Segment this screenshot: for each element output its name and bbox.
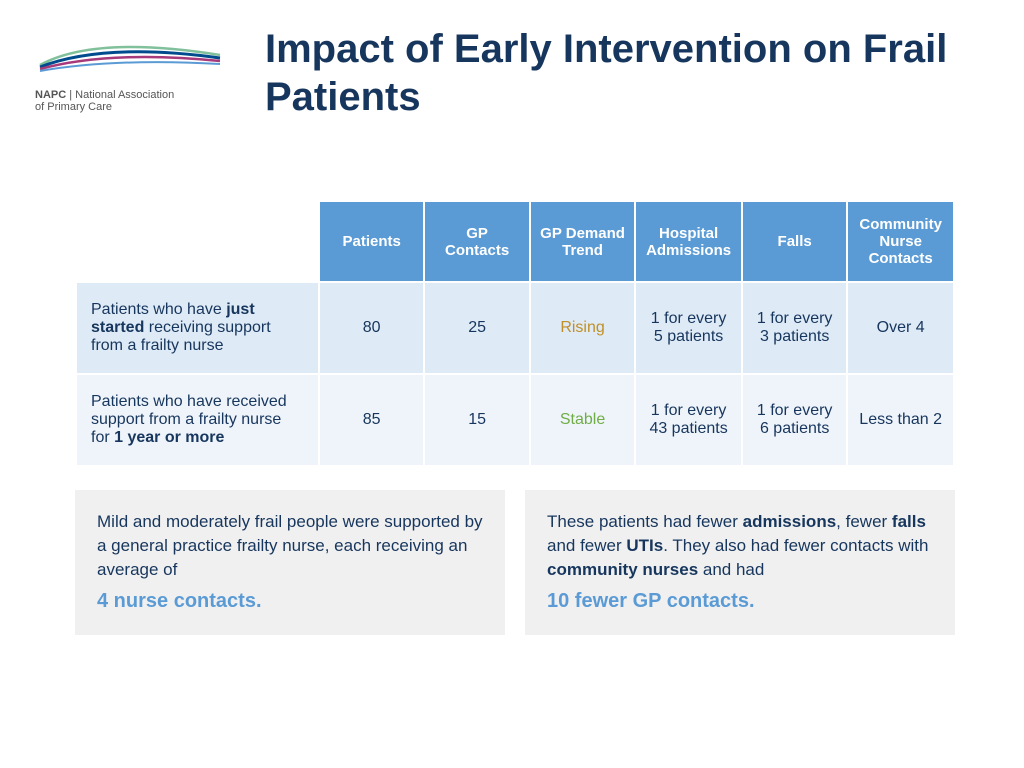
cell-community: Over 4 bbox=[848, 283, 953, 373]
comparison-table: Patients GP Contacts GP Demand Trend Hos… bbox=[75, 200, 955, 467]
table-row: Patients who have received support from … bbox=[77, 375, 953, 465]
callout-box: These patients had fewer admissions, few… bbox=[525, 490, 955, 635]
col-patients: Patients bbox=[320, 202, 423, 281]
row-label: Patients who have received support from … bbox=[77, 375, 318, 465]
cell-patients: 85 bbox=[320, 375, 423, 465]
col-falls: Falls bbox=[743, 202, 846, 281]
callout-body: Mild and moderately frail people were su… bbox=[97, 510, 483, 581]
col-gp-contacts: GP Contacts bbox=[425, 202, 529, 281]
cell-patients: 80 bbox=[320, 283, 423, 373]
callout-body: These patients had fewer admissions, few… bbox=[547, 510, 933, 581]
cell-falls: 1 for every 6 patients bbox=[743, 375, 846, 465]
cell-trend: Stable bbox=[531, 375, 634, 465]
logo-swoosh-icon bbox=[35, 30, 225, 80]
table-row: Patients who have just started receiving… bbox=[77, 283, 953, 373]
table-header-row: Patients GP Contacts GP Demand Trend Hos… bbox=[77, 202, 953, 281]
cell-hospital: 1 for every 5 patients bbox=[636, 283, 741, 373]
row-label: Patients who have just started receiving… bbox=[77, 283, 318, 373]
cell-falls: 1 for every 3 patients bbox=[743, 283, 846, 373]
logo: NAPC | National Association of Primary C… bbox=[35, 30, 235, 113]
col-hospital: Hospital Admissions bbox=[636, 202, 741, 281]
cell-hospital: 1 for every 43 patients bbox=[636, 375, 741, 465]
cell-gp-contacts: 15 bbox=[425, 375, 529, 465]
col-gp-trend: GP Demand Trend bbox=[531, 202, 634, 281]
col-community: Community Nurse Contacts bbox=[848, 202, 953, 281]
callouts-row: Mild and moderately frail people were su… bbox=[75, 490, 955, 635]
page-title: Impact of Early Intervention on Frail Pa… bbox=[265, 25, 965, 121]
callout-highlight: 4 nurse contacts. bbox=[97, 587, 483, 615]
cell-gp-contacts: 25 bbox=[425, 283, 529, 373]
cell-trend: Rising bbox=[531, 283, 634, 373]
table-corner bbox=[77, 202, 318, 281]
callout-box: Mild and moderately frail people were su… bbox=[75, 490, 505, 635]
logo-text: NAPC | National Association of Primary C… bbox=[35, 89, 235, 113]
cell-community: Less than 2 bbox=[848, 375, 953, 465]
callout-highlight: 10 fewer GP contacts. bbox=[547, 587, 933, 615]
